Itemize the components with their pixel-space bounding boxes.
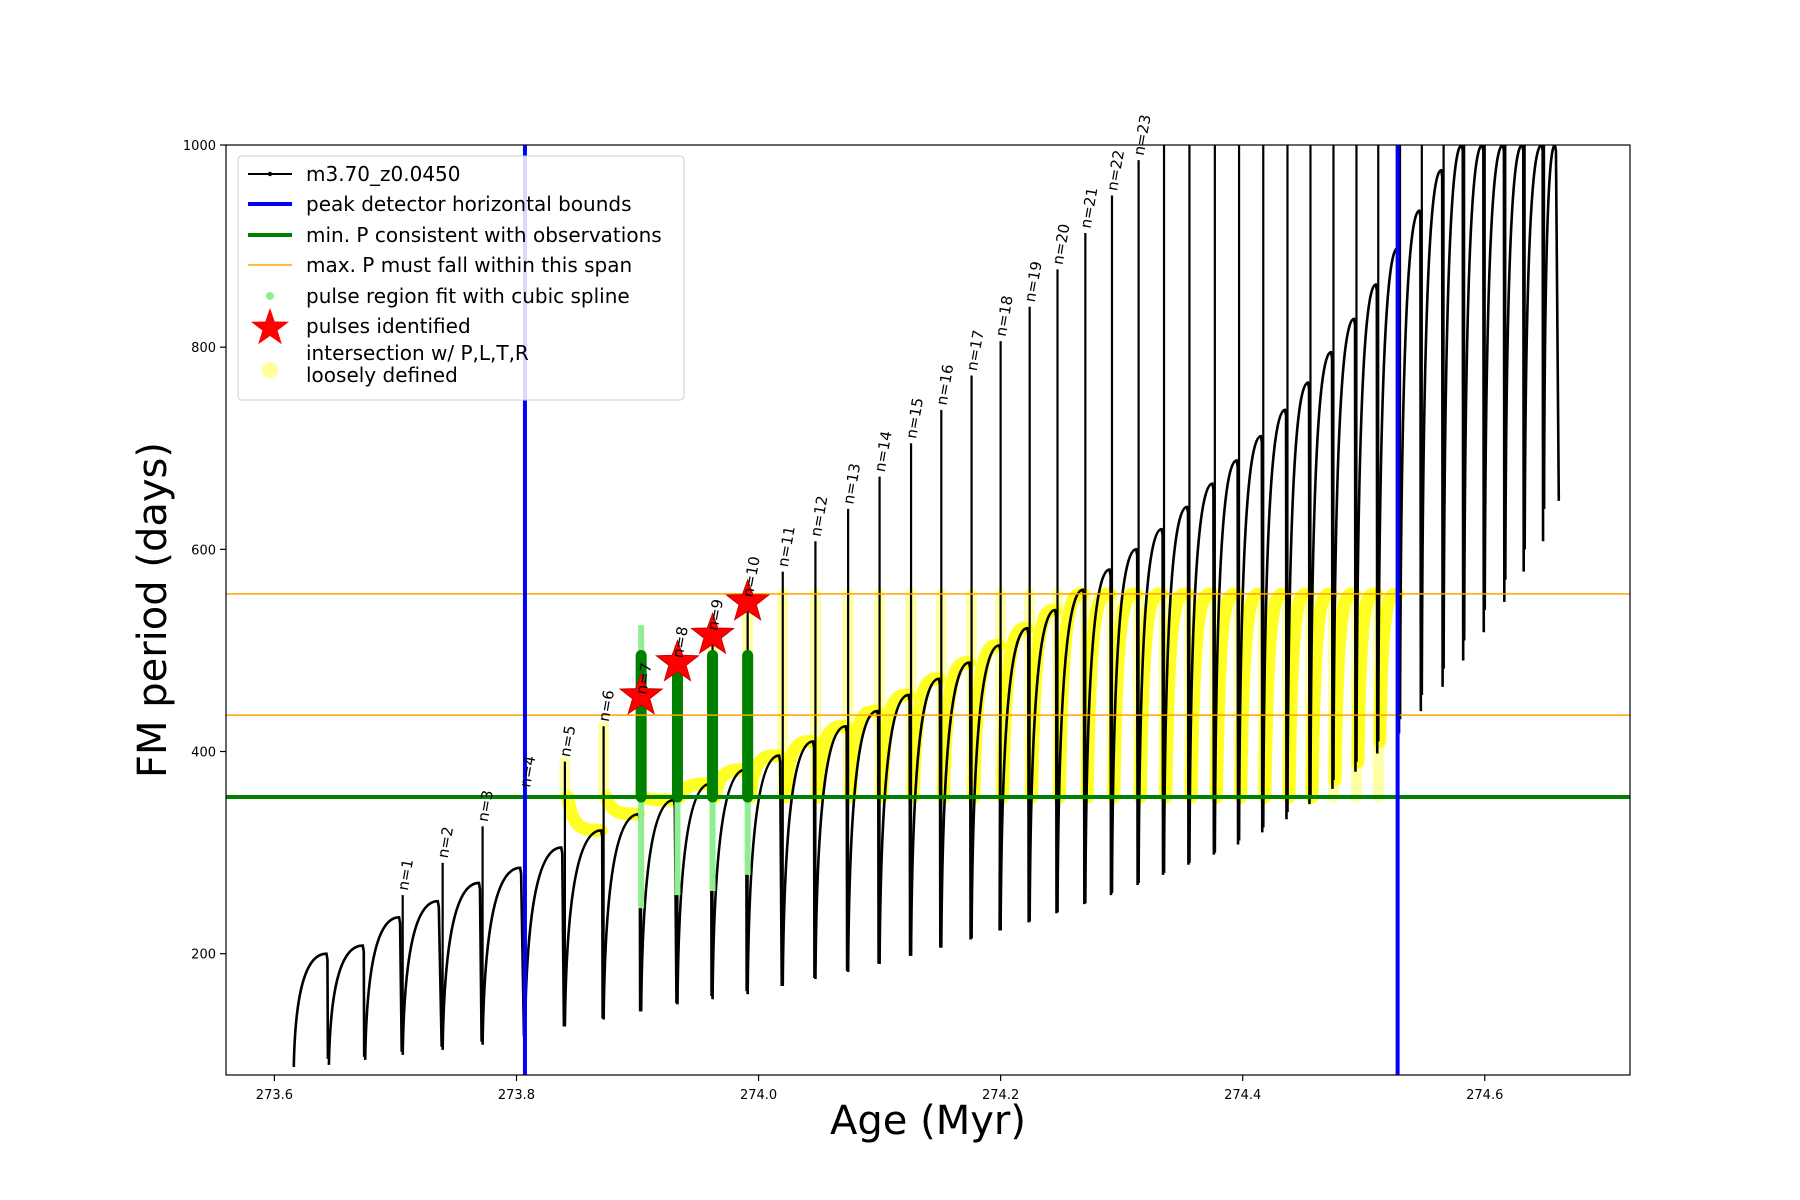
- track-pulse: [363, 916, 404, 1060]
- legend-label: pulse region fit with cubic spline: [306, 284, 630, 308]
- pulse-number-label: n=5: [556, 724, 579, 758]
- track-pulse: [999, 626, 1030, 931]
- pulse-number-label: n=7: [632, 661, 655, 695]
- intersection-band: [967, 638, 1006, 804]
- pulse-number-label: n=6: [595, 689, 618, 723]
- track-layer: [292, 145, 1561, 1067]
- legend-swatch-circle: [262, 362, 278, 378]
- track-pulse: [639, 798, 678, 1012]
- pulses-identified-layer: [618, 578, 771, 715]
- y-tick-label: 400: [191, 746, 216, 761]
- track-pulse: [814, 724, 849, 979]
- legend-label: min. P consistent with observations: [306, 223, 662, 247]
- track-pulse: [602, 812, 642, 1020]
- track-pulse: [481, 866, 526, 1045]
- track-pulse: [327, 944, 366, 1065]
- x-tick-label: 273.6: [256, 1088, 293, 1103]
- pulse-number-label: n=2: [434, 825, 457, 859]
- track-pulse: [1056, 588, 1086, 913]
- y-tick-label: 800: [191, 341, 216, 356]
- pulse-number-label: n=4: [516, 754, 539, 788]
- track-pulse: [878, 693, 912, 964]
- legend-label: peak detector horizontal bounds: [306, 192, 632, 216]
- track-pulse: [1028, 608, 1058, 922]
- pulse-number-label: n=3: [474, 789, 497, 823]
- pulse-number-label: n=1: [394, 857, 417, 891]
- legend-label: max. P must fall within this span: [306, 253, 632, 277]
- y-tick-label: 600: [191, 543, 216, 558]
- track-pulse: [970, 644, 1002, 939]
- track-pulse: [846, 709, 880, 972]
- x-tick-label: 274.4: [1224, 1088, 1261, 1103]
- legend-label: intersection w/ P,L,T,R loosely defined: [306, 341, 529, 387]
- x-tick-label: 274.6: [1466, 1088, 1503, 1103]
- y-axis-title: FM period (days): [130, 442, 176, 778]
- track-pulse: [940, 661, 972, 948]
- legend-swatch-star: [251, 308, 289, 345]
- pulse-identified-star: [655, 639, 700, 682]
- pulse-number-label: n=8: [669, 625, 692, 659]
- y-tick-label: 1000: [183, 139, 216, 154]
- legend-swatch-dot: [267, 171, 273, 177]
- track-pulse: [563, 829, 604, 1027]
- legend-swatch-dot: [266, 292, 274, 300]
- x-tick-label: 273.8: [498, 1088, 535, 1103]
- legend-box: [237, 155, 685, 401]
- legend-label: m3.70_z0.0450: [306, 162, 461, 186]
- track-pulse: [401, 899, 443, 1055]
- pulse-identified-star: [618, 672, 664, 715]
- x-axis-title: Age (Myr): [830, 1098, 1026, 1144]
- reference-lines: [226, 145, 1630, 1075]
- track-pulse: [781, 740, 816, 987]
- pulse-identified-star: [690, 611, 735, 655]
- plot-frame: [225, 144, 1631, 1076]
- track-pulse: [909, 677, 942, 956]
- intersection-band: [937, 656, 976, 804]
- pulse-number-label: n=9: [704, 598, 727, 632]
- y-tick-label: 200: [191, 948, 216, 963]
- legend-label: pulses identified: [306, 314, 471, 338]
- x-tick-label: 274.2: [982, 1088, 1019, 1103]
- pulse-identified-star: [725, 578, 771, 621]
- y-axis: 200 400 600 800 1000: [183, 139, 226, 963]
- track-pulse: [441, 881, 483, 1050]
- x-tick-label: 274.0: [740, 1088, 777, 1103]
- track-pulse: [292, 952, 330, 1067]
- x-axis: 273.6 273.8 274.0 274.2 274.4 274.6: [256, 1075, 1503, 1103]
